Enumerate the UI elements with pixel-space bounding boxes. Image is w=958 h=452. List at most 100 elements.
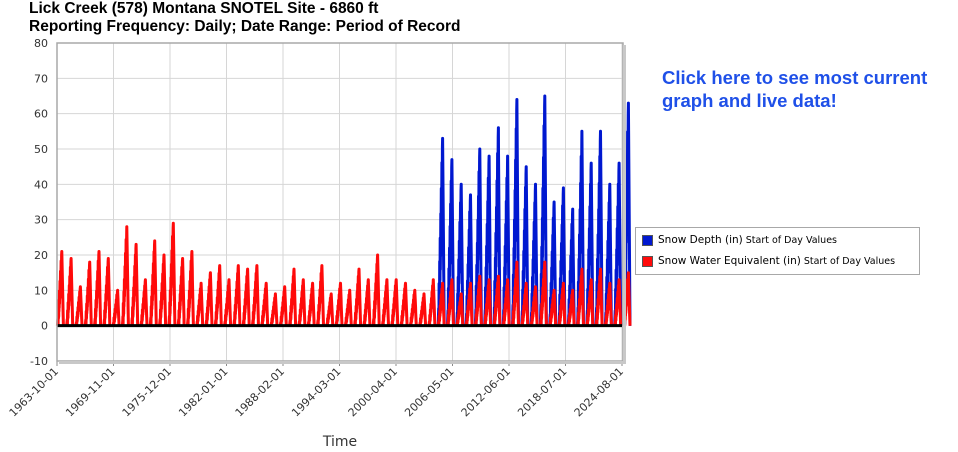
season-line-dense <box>455 211 464 326</box>
x-tick-label: 1994-03-01 <box>289 365 343 419</box>
season-line-dense <box>539 140 548 326</box>
season-line-dense <box>585 194 594 326</box>
season-line-dense <box>437 174 446 326</box>
season-line-dense <box>121 245 130 327</box>
legend-label-snow-depth: Snow Depth (in) <box>658 234 743 246</box>
y-tick-label: 50 <box>34 143 48 156</box>
season-line-dense <box>223 287 232 327</box>
season-line-dense <box>567 231 576 327</box>
season-line-dense <box>511 273 520 327</box>
season-line-dense <box>102 270 111 327</box>
season-line-dense <box>539 273 548 327</box>
chart-subtitle: Reporting Frequency: Daily; Date Range: … <box>29 18 461 35</box>
season-line-dense <box>529 293 539 327</box>
season-line-dense <box>483 287 492 327</box>
season-line-dense <box>548 296 557 327</box>
season-line-dense <box>269 299 279 327</box>
season-line-dense <box>381 287 390 327</box>
season-line-dense <box>93 265 102 327</box>
season-line-dense <box>474 183 483 326</box>
x-axis-label: Time <box>322 434 357 450</box>
season-line-dense <box>149 256 158 327</box>
y-tick-label: 20 <box>34 249 48 262</box>
season-line-dense <box>613 194 622 326</box>
swe-series <box>55 221 632 327</box>
legend-item-swe[interactable]: Snow Water Equivalent (in) Start of Day … <box>642 254 895 268</box>
season-line-dense <box>427 287 437 327</box>
legend-item-snow-depth[interactable]: Snow Depth (in) Start of Day Values <box>642 233 837 247</box>
x-tick-label: 1963-10-01 <box>7 365 61 419</box>
season-line-dense <box>353 279 362 327</box>
plot-shadow-bottom <box>59 361 626 364</box>
season-line-dense <box>557 290 567 327</box>
season-line-dense <box>111 296 121 327</box>
swe-swatch <box>642 255 653 267</box>
season-line-dense <box>585 287 594 327</box>
season-line-dense <box>372 267 381 327</box>
season-line-dense <box>604 290 613 327</box>
x-tick-label: 1988-02-01 <box>233 365 287 419</box>
season-line-dense <box>167 242 177 327</box>
season-line-dense <box>520 197 529 326</box>
season-line-dense <box>409 296 418 327</box>
season-line-dense <box>176 270 186 327</box>
y-tick-label: 30 <box>34 214 48 227</box>
season-line-dense <box>576 279 585 327</box>
x-tick-label: 2006-05-01 <box>402 365 456 419</box>
x-tick-label: 2000-04-01 <box>346 365 400 419</box>
y-tick-label: 80 <box>34 37 48 50</box>
season-line-dense <box>251 276 260 327</box>
season-line-dense <box>492 284 502 327</box>
season-line-dense <box>594 279 604 327</box>
season-line-dense <box>455 299 464 327</box>
season-line-dense <box>464 290 474 327</box>
x-tick-label: 2024-08-01 <box>572 365 626 419</box>
legend-sub-swe: Start of Day Values <box>803 255 896 267</box>
chart-title: Lick Creek (578) Montana SNOTEL Site - 6… <box>29 0 379 17</box>
season-line-dense <box>214 276 223 327</box>
plot-shadow-right <box>623 45 626 363</box>
season-line-dense <box>362 287 372 327</box>
season-line-dense <box>437 290 446 327</box>
season-line-dense <box>344 296 353 327</box>
x-tick-label: 2018-07-01 <box>515 365 569 419</box>
season-line-dense <box>594 169 604 326</box>
season-line-dense <box>576 169 585 326</box>
x-axis-tick-labels: 1963-10-01 1969-11-01 1975-12-01 1982-01-01… <box>7 365 626 419</box>
season-line-dense <box>502 188 511 326</box>
snow-depth-swatch <box>642 234 653 246</box>
legend-sub-snow-depth: Start of Day Values <box>745 234 837 246</box>
season-line-dense <box>260 290 269 327</box>
x-tick-label: 1969-11-01 <box>63 365 117 419</box>
season-line-dense <box>520 290 529 327</box>
season-line-dense <box>288 279 297 327</box>
legend-label-swe: Snow Water Equivalent (in) <box>658 255 801 267</box>
season-line-dense <box>557 214 567 327</box>
season-line-dense <box>511 143 520 326</box>
y-tick-label: 10 <box>34 284 48 297</box>
y-tick-label: 60 <box>34 108 48 121</box>
x-tick-label: 1982-01-01 <box>176 365 230 419</box>
legend: Snow Depth (in) Start of Day Values Snow… <box>635 227 920 275</box>
season-line-dense <box>464 219 474 327</box>
season-line-dense <box>130 259 139 327</box>
season-line-dense <box>399 290 409 327</box>
season-line-dense <box>56 265 65 327</box>
season-line-dense <box>613 287 622 327</box>
x-tick-label: 2012-06-01 <box>459 365 513 419</box>
season-line-dense <box>567 296 576 327</box>
season-line-dense <box>232 276 242 327</box>
season-line-dense <box>474 284 483 327</box>
season-line-dense <box>529 211 539 326</box>
y-tick-label: 40 <box>34 178 48 191</box>
y-tick-label: 0 <box>41 320 48 333</box>
season-line-dense <box>604 211 613 326</box>
season-line-dense <box>65 270 74 327</box>
season-line-dense <box>325 299 334 327</box>
season-line-dense <box>492 166 502 326</box>
season-line-dense <box>139 287 149 327</box>
season-line-dense <box>74 293 84 327</box>
season-line-dense <box>548 225 557 327</box>
live-data-link[interactable]: Click here to see most current graph and… <box>662 67 928 111</box>
